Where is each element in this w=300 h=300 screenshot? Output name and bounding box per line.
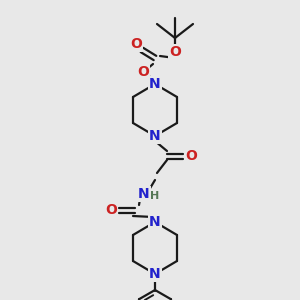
Text: O: O — [137, 65, 149, 79]
Text: N: N — [149, 215, 161, 229]
Text: H: H — [150, 191, 160, 201]
Text: N: N — [138, 187, 150, 201]
Text: O: O — [105, 203, 117, 217]
Text: O: O — [169, 45, 181, 59]
Text: N: N — [149, 129, 161, 143]
Text: O: O — [130, 37, 142, 51]
Text: N: N — [149, 77, 161, 91]
Text: O: O — [185, 149, 197, 163]
Text: N: N — [149, 267, 161, 281]
